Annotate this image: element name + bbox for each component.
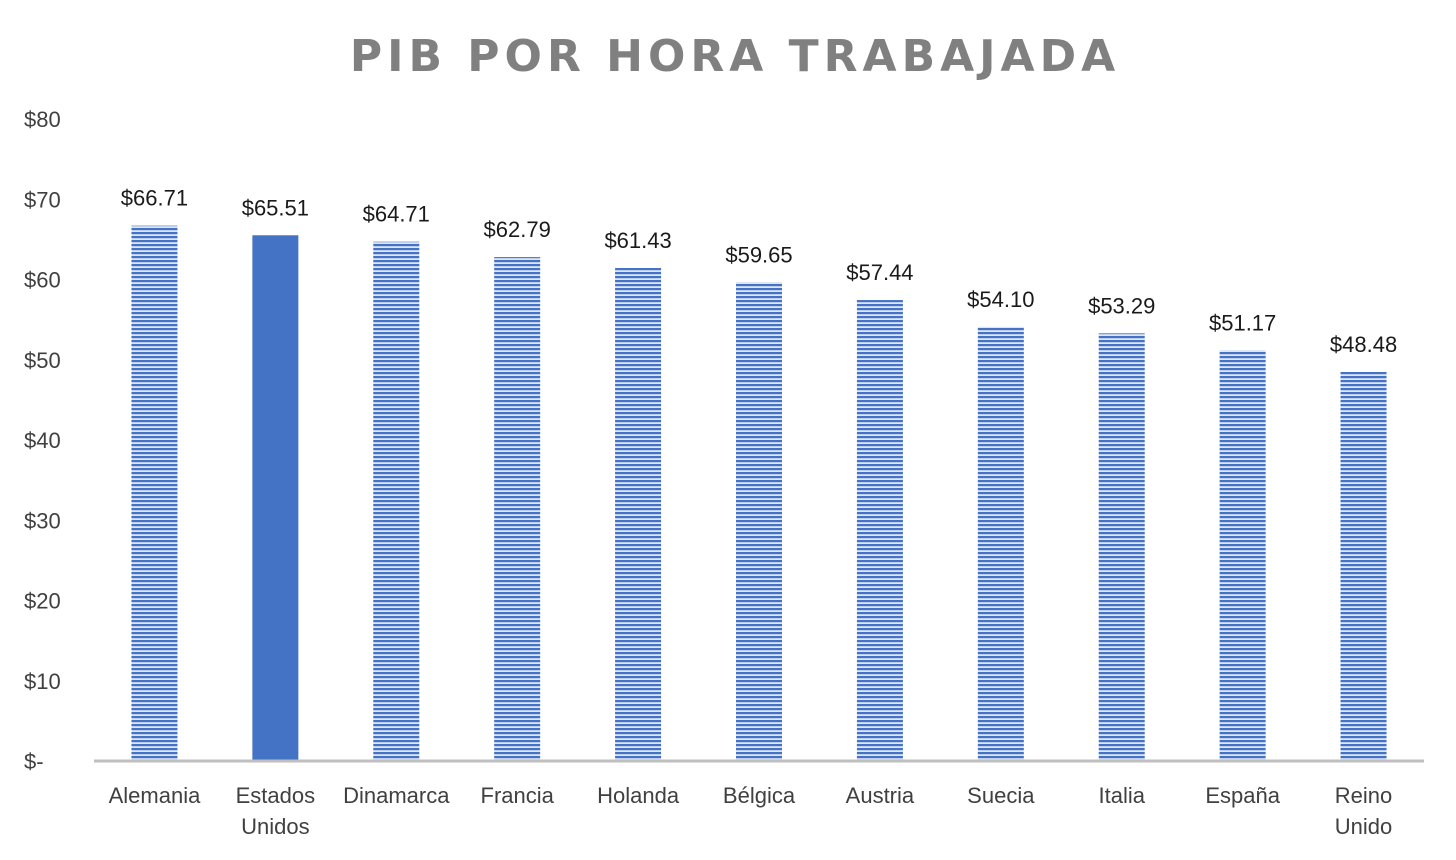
- y-tick-label: $10: [24, 669, 61, 694]
- category-label: Reino: [1335, 783, 1392, 808]
- category-label: Italia: [1098, 783, 1145, 808]
- data-labels: $66.71 $65.51 $64.71 $62.79 $61.43 $59.65 $57.…: [121, 186, 1397, 357]
- data-label: $57.44: [846, 260, 913, 285]
- bar: [977, 326, 1024, 761]
- category-label: Suecia: [967, 783, 1035, 808]
- data-label: $65.51: [242, 195, 309, 220]
- bar: [1098, 333, 1145, 761]
- category-label: Alemania: [109, 783, 201, 808]
- chart-title: PIB POR HORA TRABAJADA: [350, 31, 1120, 82]
- y-axis: $- $10 $20 $30 $40 $50 $60 $70 $80: [24, 107, 61, 774]
- y-tick-label: $40: [24, 428, 61, 453]
- y-tick-label: $-: [24, 749, 44, 774]
- category-label: Unido: [1335, 814, 1392, 839]
- category-label: Dinamarca: [343, 783, 450, 808]
- bar: [373, 241, 420, 761]
- y-tick-label: $80: [24, 107, 61, 132]
- category-label: Francia: [481, 783, 555, 808]
- category-label: Bélgica: [723, 783, 796, 808]
- data-label: $66.71: [121, 186, 188, 211]
- y-tick-label: $50: [24, 348, 61, 373]
- bar: [615, 268, 662, 761]
- bar-highlighted: [252, 235, 299, 762]
- bar: [494, 257, 541, 761]
- data-label: $62.79: [484, 217, 551, 242]
- x-axis: Alemania Estados Unidos Dinamarca Francia Hol…: [94, 759, 1424, 839]
- category-label: Holanda: [597, 783, 680, 808]
- bar: [1340, 371, 1387, 761]
- bar: [1219, 350, 1266, 761]
- data-label: $54.10: [967, 287, 1034, 312]
- y-tick-label: $30: [24, 508, 61, 533]
- data-label: $61.43: [604, 228, 671, 253]
- category-label: Austria: [846, 783, 915, 808]
- data-label: $53.29: [1088, 293, 1155, 318]
- category-label: Estados: [236, 783, 316, 808]
- data-label: $51.17: [1209, 310, 1276, 335]
- category-label: España: [1205, 783, 1280, 808]
- bars: [131, 225, 1387, 762]
- data-label: $59.65: [725, 242, 792, 267]
- category-label: Unidos: [241, 814, 309, 839]
- bar: [856, 300, 903, 761]
- bar: [736, 282, 782, 761]
- data-label: $48.48: [1330, 332, 1397, 357]
- data-label: $64.71: [363, 202, 430, 227]
- y-tick-label: $20: [24, 589, 61, 614]
- y-tick-label: $70: [24, 187, 61, 212]
- y-tick-label: $60: [24, 268, 61, 293]
- bar: [131, 225, 178, 762]
